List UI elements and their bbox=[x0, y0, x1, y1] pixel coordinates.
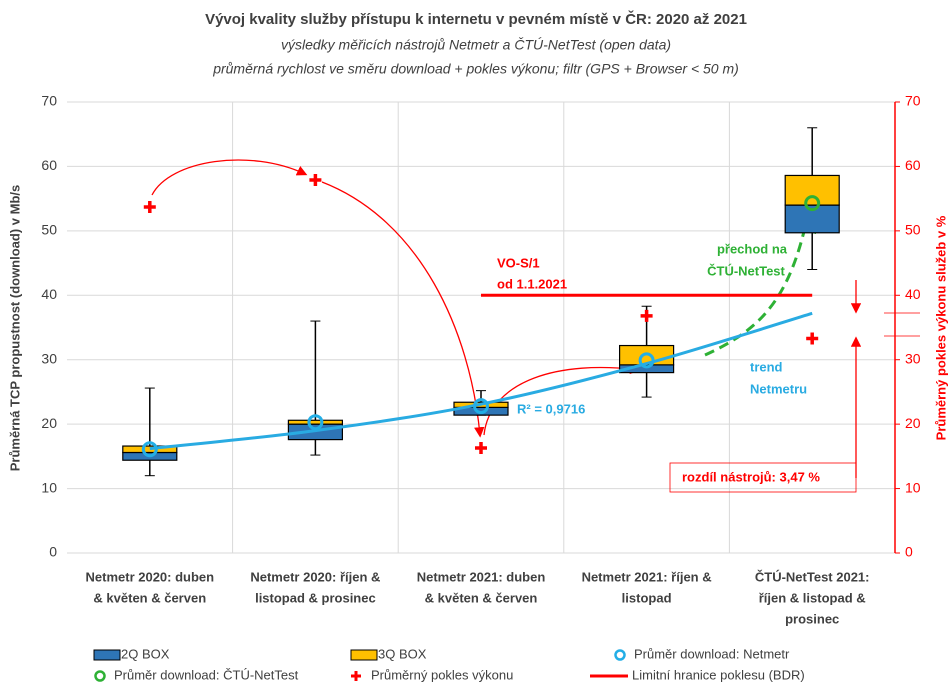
y2-tick-label: 40 bbox=[905, 286, 921, 302]
mean-marker bbox=[638, 352, 655, 369]
x-tick-label: Netmetr 2020: duben bbox=[86, 569, 215, 584]
legend-label: Průměrný pokles výkonu bbox=[371, 667, 513, 682]
legend-swatch bbox=[614, 649, 626, 661]
annotation: VO-S/1 bbox=[497, 255, 540, 270]
y-tick-label: 30 bbox=[41, 350, 57, 366]
annotation: přechod na bbox=[717, 241, 788, 256]
annotation: rozdíl nástrojů: 3,47 % bbox=[682, 469, 820, 484]
box-upper bbox=[287, 419, 343, 425]
y-tick-label: 0 bbox=[49, 544, 57, 560]
y2-tick-label: 0 bbox=[905, 544, 913, 560]
legend-label: Limitní hranice poklesu (BDR) bbox=[632, 667, 805, 682]
cross-marker bbox=[475, 441, 487, 454]
legend-label: 2Q BOX bbox=[121, 646, 170, 661]
y2-tick-label: 20 bbox=[905, 415, 921, 431]
x-tick-label: Netmetr 2021: říjen & bbox=[582, 569, 712, 584]
y2-tick-label: 30 bbox=[905, 350, 921, 366]
transition-arrow bbox=[704, 208, 817, 357]
annotation: R² = 0,9716 bbox=[517, 401, 585, 416]
y-tick-label: 20 bbox=[41, 415, 57, 431]
annotation: Netmetru bbox=[750, 381, 807, 396]
legend-swatch bbox=[93, 649, 121, 661]
mean-marker bbox=[141, 441, 158, 458]
x-tick-label: prosinec bbox=[785, 611, 839, 626]
cross-marker bbox=[143, 201, 156, 214]
trend-line bbox=[149, 311, 813, 451]
x-tick-label: & květen & červen bbox=[93, 590, 206, 605]
mean-marker bbox=[804, 195, 821, 212]
y2-axis-label: Průměrný pokles výkonu služeb v % bbox=[933, 215, 948, 440]
y-tick-label: 50 bbox=[41, 222, 57, 238]
y2-tick-label: 70 bbox=[905, 93, 921, 109]
legend-swatch bbox=[350, 649, 378, 661]
x-tick-label: říjen & listopad & bbox=[759, 590, 866, 605]
x-tick-label: & květen & červen bbox=[425, 590, 538, 605]
arrows bbox=[151, 159, 920, 493]
legend-swatch bbox=[351, 671, 361, 681]
mean-marker bbox=[473, 398, 489, 415]
cross-marker bbox=[806, 332, 819, 345]
y-axis-label: Průměrná TCP propustnost (download) v Mb… bbox=[7, 185, 22, 472]
legend-label: Průměr download: ČTÚ-NetTest bbox=[114, 667, 299, 682]
x-tick-label: Netmetr 2021: duben bbox=[417, 569, 546, 584]
y2-tick-label: 50 bbox=[905, 222, 921, 238]
subtitle: výsledky měřicích nástrojů Netmetr a ČTÚ… bbox=[281, 37, 671, 53]
y-tick-label: 10 bbox=[41, 479, 57, 495]
cross-marker bbox=[640, 309, 653, 322]
legend-label: Průměr download: Netmetr bbox=[634, 646, 790, 661]
annotation: ČTÚ-NetTest bbox=[707, 263, 785, 278]
x-tick-label: Netmetr 2020: říjen & bbox=[250, 569, 380, 584]
cross-marker bbox=[309, 173, 322, 186]
y-tick-label: 40 bbox=[41, 286, 57, 302]
x-tick-label: listopad & prosinec bbox=[255, 590, 376, 605]
x-tick-label: listopad bbox=[622, 590, 672, 605]
y2-tick-label: 10 bbox=[905, 479, 921, 495]
mean-marker bbox=[307, 414, 324, 431]
legend-label: 3Q BOX bbox=[378, 646, 427, 661]
x-tick-label: ČTÚ-NetTest 2021: bbox=[755, 569, 870, 584]
y-tick-label: 60 bbox=[41, 157, 57, 173]
y2-tick-label: 60 bbox=[905, 157, 921, 173]
box-upper bbox=[784, 174, 840, 206]
subtitle: průměrná rychlost ve směru download + po… bbox=[212, 61, 739, 77]
annotation: od 1.1.2021 bbox=[497, 276, 567, 291]
legend-swatch bbox=[94, 670, 106, 682]
box-upper bbox=[122, 445, 178, 454]
annotation: trend bbox=[750, 359, 783, 374]
chart-title: Vývoj kvality služby přístupu k internet… bbox=[205, 10, 747, 28]
y-tick-label: 70 bbox=[41, 93, 57, 109]
